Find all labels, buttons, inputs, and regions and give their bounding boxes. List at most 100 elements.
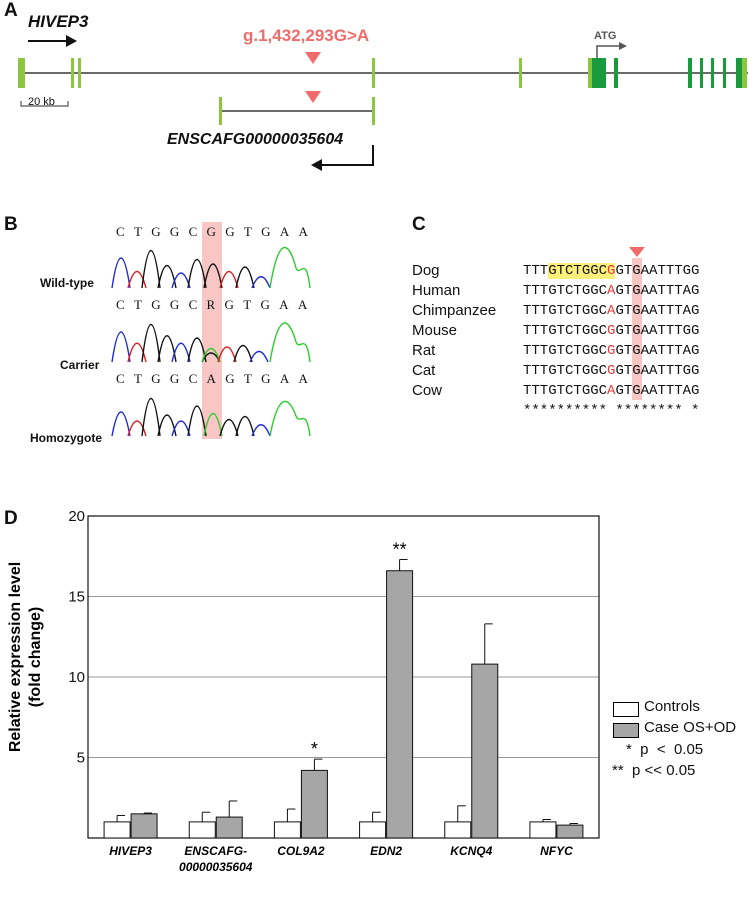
expression-bar-chart: 5 10 15 20 Relative expression level (fold ch… xyxy=(7,508,600,874)
sequence-row: TTTGTCTGGCGGTGAATTTGG xyxy=(523,263,700,279)
y-tick-label: 15 xyxy=(68,589,85,606)
legend-significance-1: * p < 0.05 xyxy=(626,741,704,758)
variant-site: G xyxy=(607,323,616,339)
species-name: Dog xyxy=(412,262,440,279)
variant-site: G xyxy=(607,343,616,359)
transcript-arrowhead xyxy=(311,159,322,171)
x-tick-label: 00000035604 xyxy=(179,860,253,874)
x-tick-label: ENSCAFG- xyxy=(184,844,247,858)
trace-sequence-wildtype: CTGGCGGTGAA xyxy=(116,224,318,239)
trace-carrier xyxy=(111,322,311,363)
exon xyxy=(688,58,692,88)
variant-label: g.1,432,293G>A xyxy=(243,26,370,45)
bar-case xyxy=(471,663,499,839)
exon xyxy=(372,58,375,88)
atg-label: ATG xyxy=(594,30,617,42)
trace-sequence-carrier: CTGGCRGTGAA xyxy=(116,297,317,312)
bar-case xyxy=(215,816,243,839)
bar-case xyxy=(300,769,328,839)
legend-label-controls: Controls xyxy=(644,698,700,715)
x-tick-label: HIVEP3 xyxy=(109,844,152,858)
sequence-row: TTTGTCTGGCGGTGAATTTGG xyxy=(523,363,700,379)
x-tick-label: COL9A2 xyxy=(277,844,325,858)
alignment-sequences: TTTGTCTGGCGGTGAATTTGG TTTGTCTGGCAGTGAATT… xyxy=(523,263,699,423)
x-tick-label: KCNQ4 xyxy=(450,844,492,858)
trace-label-carrier: Carrier xyxy=(60,358,100,372)
variant-site: G xyxy=(607,363,616,379)
y-tick-label: 20 xyxy=(68,508,85,525)
bar-case xyxy=(386,570,414,839)
species-name: Cow xyxy=(412,382,443,399)
alignment-site-marker-icon xyxy=(629,247,645,257)
species-name: Mouse xyxy=(412,322,458,339)
exon xyxy=(614,58,618,88)
legend-swatch-controls xyxy=(613,702,639,717)
transcript-exon xyxy=(219,97,222,125)
legend-label-case: Case OS+OD xyxy=(644,719,737,736)
y-tick-label: 5 xyxy=(77,750,85,767)
scale-bar xyxy=(20,101,69,107)
primer-highlight: GTCTGGC xyxy=(548,263,608,279)
variant-site: A xyxy=(607,383,616,399)
variant-site: A xyxy=(607,283,616,299)
bar-controls xyxy=(103,821,131,839)
significance-marker: ** xyxy=(393,539,407,559)
panel-b-letter: B xyxy=(4,214,18,235)
legend-swatch-case xyxy=(613,723,639,738)
alignment-site-band xyxy=(632,258,642,400)
exon xyxy=(723,58,726,88)
legend-significance-2: ** p << 0.05 xyxy=(612,762,696,779)
x-tick-label: EDN2 xyxy=(370,844,402,858)
exon xyxy=(592,58,606,88)
sequence-row: TTTGTCTGGCGGTGAATTTGG xyxy=(523,323,700,339)
trace-label-homozygote: Homozygote xyxy=(30,431,102,445)
panel-c-letter: C xyxy=(412,214,426,235)
bar-case xyxy=(556,824,584,839)
sequence-row: TTTGTCTGGCAGTGAATTTAG xyxy=(523,383,700,399)
exon xyxy=(742,58,747,88)
y-axis-label: (fold change) xyxy=(27,607,44,707)
exon xyxy=(711,58,714,88)
variant-site: G xyxy=(607,263,616,279)
species-name: Cat xyxy=(412,362,436,379)
bar-controls xyxy=(273,821,301,839)
x-tick-label: NFYC xyxy=(540,844,573,858)
plot-frame xyxy=(87,515,600,839)
scale-label: 20 kb xyxy=(28,96,55,108)
sequence-row: TTTGTCTGGCGGTGAATTTAG xyxy=(523,343,700,359)
panel-d-letter: D xyxy=(4,508,18,529)
y-axis-label: Relative expression level xyxy=(7,562,24,752)
chart-legend: Controls Case OS+OD * p < 0.05 ** p << 0… xyxy=(610,698,750,788)
significance-marker: * xyxy=(311,739,318,759)
gene-name-hivep3: HIVEP3 xyxy=(28,12,89,31)
trace-sequence-homozygote: CTGGCAGTGAA xyxy=(116,371,318,386)
transcript-name: ENSCAFG00000035604 xyxy=(167,131,344,148)
species-name: Chimpanzee xyxy=(412,302,497,319)
exon xyxy=(736,58,742,88)
bar-controls xyxy=(359,821,387,839)
variant-marker-icon xyxy=(305,52,321,64)
transcript-exon xyxy=(372,97,375,125)
trace-wildtype xyxy=(111,246,311,289)
hivep3-arrowhead xyxy=(66,35,77,47)
variant-site: A xyxy=(607,303,616,319)
exon xyxy=(18,58,25,88)
trace-homozygote xyxy=(111,398,311,437)
sequence-row: TTTGTCTGGCAGTGAATTTAG xyxy=(523,303,700,319)
conservation-row: ********** ******** * xyxy=(523,403,700,419)
y-tick-label: 10 xyxy=(68,669,85,686)
bar-case xyxy=(130,813,158,839)
bar-controls xyxy=(529,821,557,839)
bar-controls xyxy=(188,821,216,839)
trace-label-wildtype: Wild-type xyxy=(40,276,94,290)
sequence-row: TTTGTCTGGCAGTGAATTTAG xyxy=(523,283,700,299)
bar-controls xyxy=(444,821,472,839)
species-name: Human xyxy=(412,282,461,299)
atg-arrowhead xyxy=(619,42,627,50)
atg-arrow xyxy=(596,45,620,58)
alignment-names: Dog Human Chimpanzee Mouse Rat Cat Cow xyxy=(412,262,496,402)
gene-structure-diagram xyxy=(18,35,748,171)
exon xyxy=(71,58,74,88)
exon xyxy=(588,58,592,88)
transcript-variant-marker-icon xyxy=(305,91,321,103)
